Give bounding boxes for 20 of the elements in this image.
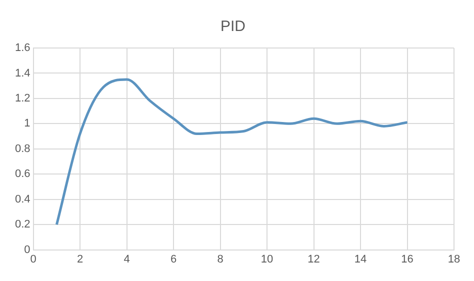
y-tick-label: 0.6 <box>14 168 30 180</box>
x-tick-label: 10 <box>260 253 274 266</box>
x-tick-label: 8 <box>217 253 224 266</box>
x-tick-label: 18 <box>448 253 460 266</box>
x-tick-label: 2 <box>76 253 84 266</box>
y-tick-label: 0.4 <box>14 193 30 206</box>
x-tick-label: 4 <box>124 253 130 266</box>
line-series <box>55 78 409 226</box>
x-tick-label: 16 <box>401 253 414 266</box>
x-tick-label: 12 <box>308 253 320 266</box>
y-tick-label: 1 <box>24 118 30 130</box>
chart-title: PID <box>220 18 246 36</box>
x-tick-label: 14 <box>354 253 367 266</box>
y-tick-label: 0 <box>24 244 30 256</box>
y-tick-label: 0.2 <box>14 218 30 231</box>
y-tick-label: 0.8 <box>14 142 30 155</box>
y-tick-label: 1.4 <box>14 67 30 80</box>
x-tick-label: 6 <box>170 253 177 266</box>
y-tick-label: 1.2 <box>14 92 30 104</box>
y-tick-label: 1.6 <box>14 42 30 54</box>
